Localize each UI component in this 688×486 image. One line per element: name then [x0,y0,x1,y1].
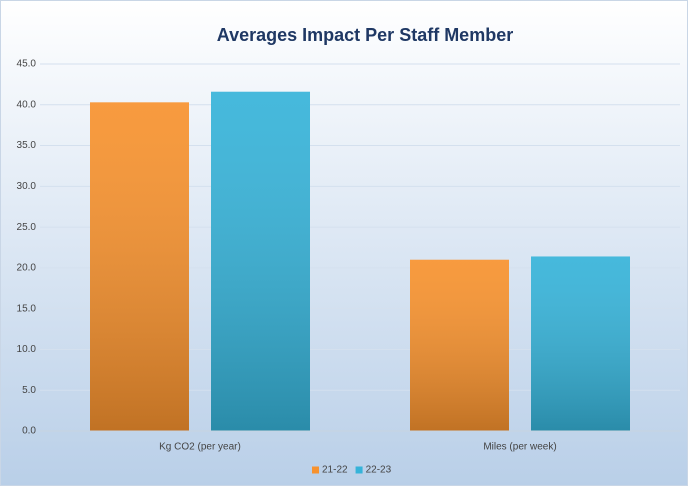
y-tick-label: 5.0 [22,385,36,396]
y-tick-label: 15.0 [17,303,37,314]
y-tick-label: 25.0 [17,222,37,233]
legend-label: 21-22 [322,465,348,476]
y-tick-label: 45.0 [17,59,37,70]
bar-shade [90,102,189,431]
x-tick-label: Kg CO2 (per year) [159,442,241,453]
y-tick-label: 40.0 [17,99,37,110]
legend-swatch [355,466,363,474]
y-tick-label: 0.0 [22,426,36,437]
bar-shade [410,259,509,431]
y-tick-label: 20.0 [17,263,37,274]
y-tick-label: 30.0 [17,181,37,192]
x-tick-label: Miles (per week) [483,442,556,453]
y-tick-label: 10.0 [17,344,37,355]
bar-shade [211,91,310,432]
chart-title: Averages Impact Per Staff Member [217,25,513,45]
bar-shade [531,256,630,431]
legend-label: 22-23 [366,465,392,476]
legend-swatch [312,466,319,474]
y-tick-label: 35.0 [17,140,37,151]
